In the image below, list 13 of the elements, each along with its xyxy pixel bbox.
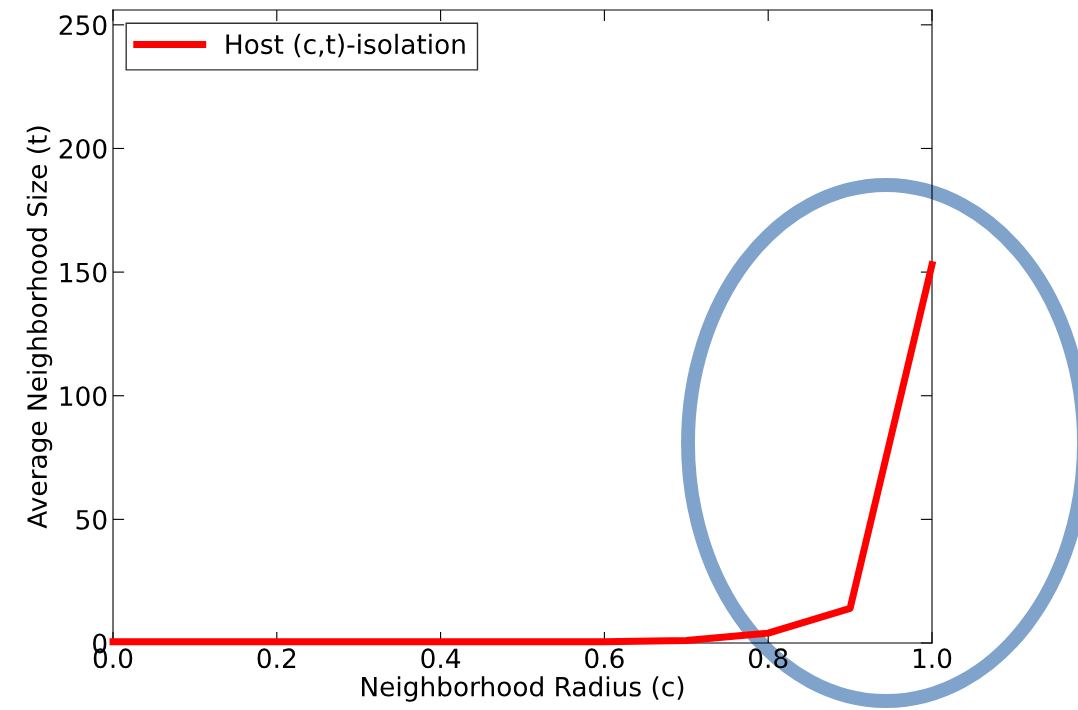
x-tick-label: 0.2 [257, 648, 296, 669]
x-tick-label: 1.0 [913, 648, 952, 669]
legend-label: Host (c,t)-isolation [226, 33, 465, 58]
x-tick-label: 0.4 [421, 648, 461, 669]
x-axis-title: Neighborhood Radius (c) [362, 676, 684, 702]
y-tick-label: 200 [59, 138, 107, 159]
x-tick-label: 0.8 [748, 648, 788, 669]
x-tick-label: 0.6 [585, 648, 624, 669]
y-tick-label: 150 [60, 262, 107, 283]
y-tick-label: 100 [60, 386, 107, 407]
y-tick-label: 50 [76, 509, 107, 530]
y-tick-label: 250 [59, 15, 107, 36]
y-axis-title: Average Neighborhood Size (t) [26, 126, 53, 529]
